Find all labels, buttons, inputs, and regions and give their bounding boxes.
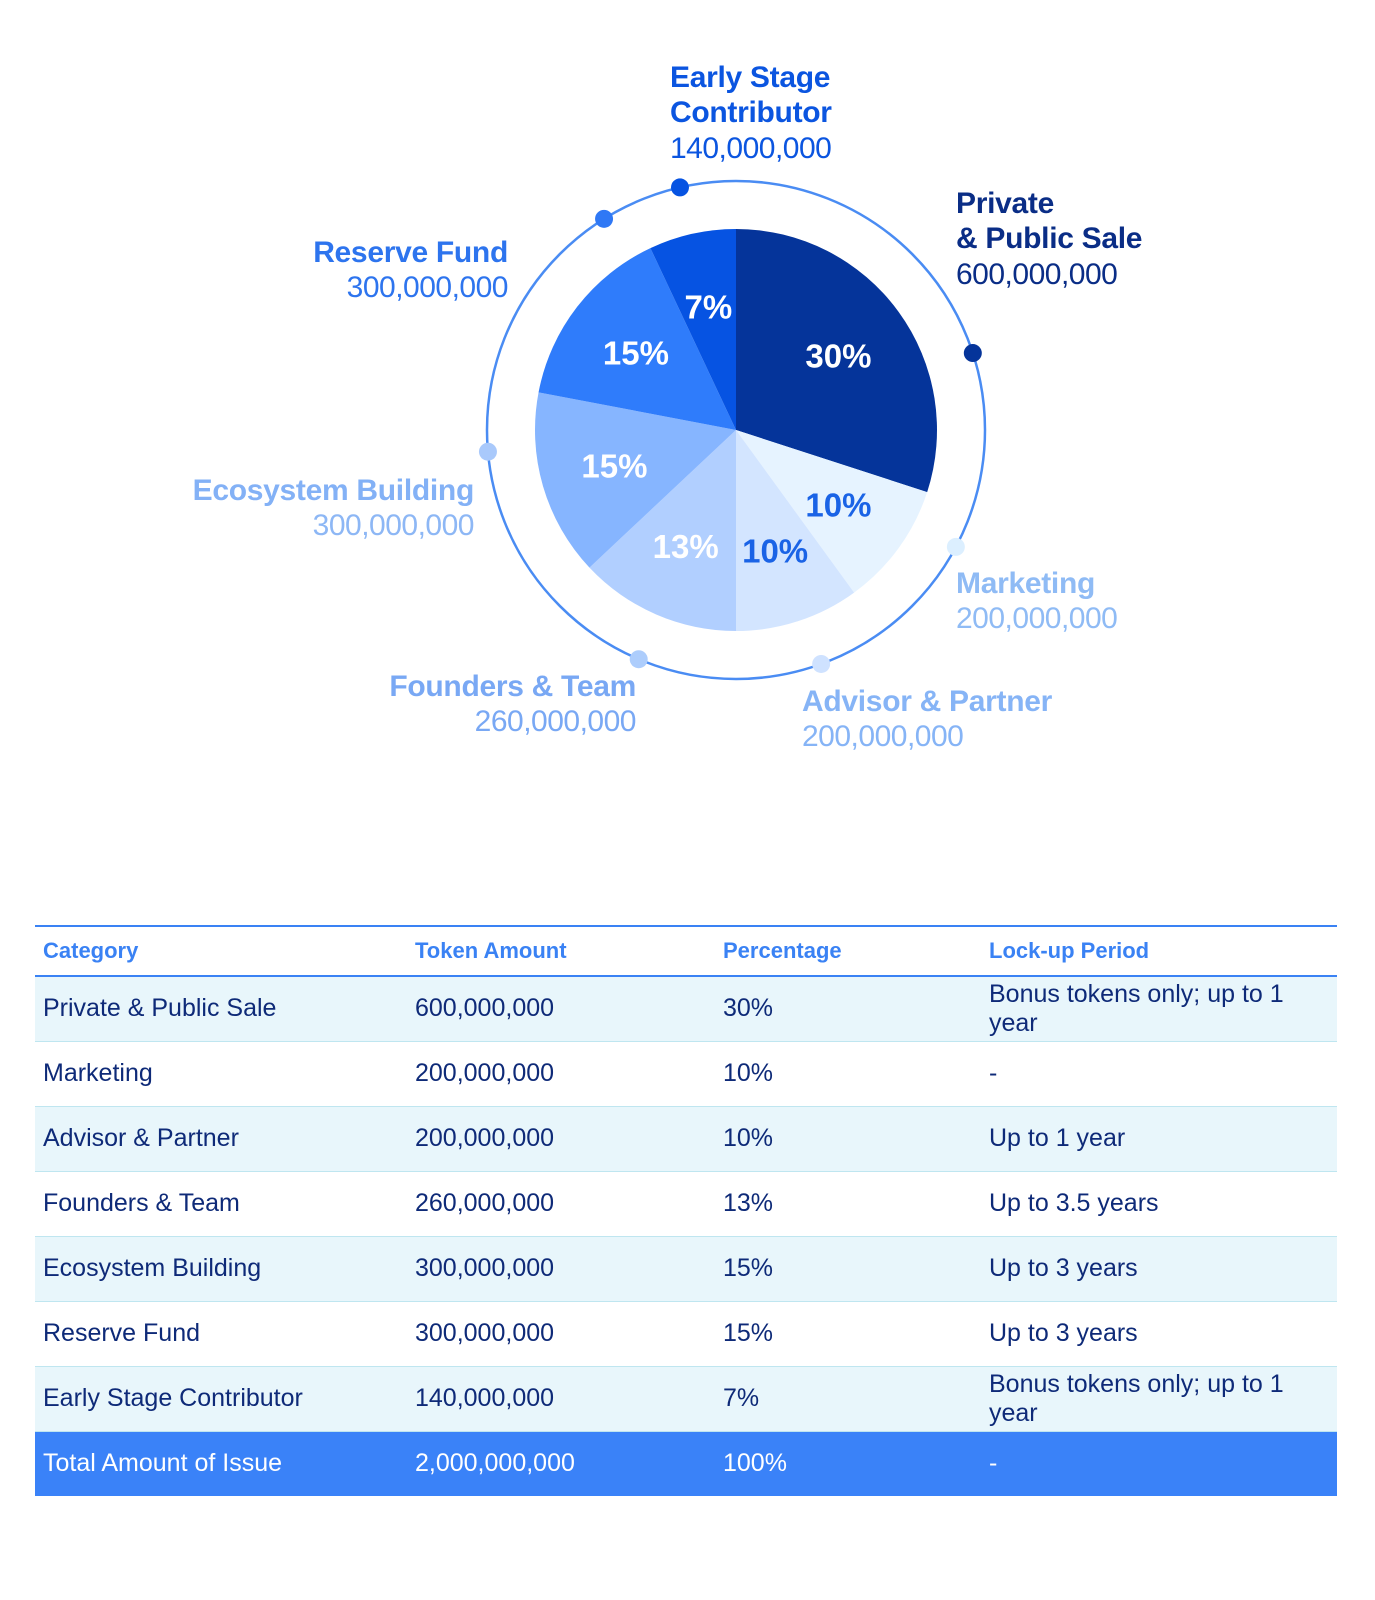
cell-category: Advisor & Partner [35, 1106, 407, 1172]
callout-value: 200,000,000 [802, 720, 964, 754]
cell-token-amount: 200,000,000 [407, 1041, 715, 1107]
cell-lockup: Up to 3 years [981, 1236, 1337, 1302]
slice-pct-label: 10% [742, 532, 808, 569]
header-percentage: Percentage [715, 925, 981, 977]
table-row: Marketing 200,000,000 10% - [35, 1041, 1337, 1107]
callout-advisor-partner: Advisor & Partner 200,000,000 [802, 684, 1052, 755]
cell-percentage: 7% [715, 1366, 981, 1432]
table-row: Reserve Fund 300,000,000 15% Up to 3 yea… [35, 1301, 1337, 1367]
callout-marketing: Marketing 200,000,000 [956, 566, 1118, 637]
slice-pct-label: 30% [805, 338, 871, 375]
callout-name: Advisor & Partner [802, 685, 1052, 718]
table-total-row: Total Amount of Issue 2,000,000,000 100%… [35, 1431, 1337, 1496]
ring-dot [946, 537, 965, 556]
callout-name: Ecosystem Building [192, 474, 475, 507]
callout-value: 300,000,000 [312, 509, 475, 543]
callout-value: 300,000,000 [346, 271, 509, 305]
pie-chart: 30% 10% 10% 13% 15% 15% 7% [478, 178, 987, 681]
cell-category: Private & Public Sale [35, 976, 407, 1042]
table-row: Private & Public Sale 600,000,000 30% Bo… [35, 976, 1337, 1042]
cell-percentage: 15% [715, 1236, 981, 1302]
callout-value: 260,000,000 [474, 705, 637, 739]
cell-token-amount: 260,000,000 [407, 1171, 715, 1237]
cell-category: Early Stage Contributor [35, 1366, 407, 1432]
outer-ring [485, 179, 987, 681]
header-token-amount: Token Amount [407, 925, 715, 977]
cell-percentage: 30% [715, 976, 981, 1042]
cell-percentage: 13% [715, 1171, 981, 1237]
slice-pct-label: 15% [581, 447, 647, 484]
cell-lockup: Bonus tokens only; up to 1 year [981, 976, 1337, 1042]
cell-percentage: 10% [715, 1041, 981, 1107]
ring-dot [595, 209, 614, 228]
table-row: Advisor & Partner 200,000,000 10% Up to … [35, 1106, 1337, 1172]
total-lockup: - [981, 1431, 1337, 1496]
pie-slice-ecosystem-building [535, 392, 736, 568]
slice-pct-label: 13% [653, 528, 719, 565]
cell-category: Marketing [35, 1041, 407, 1107]
cell-token-amount: 200,000,000 [407, 1106, 715, 1172]
pie-slice-reserve-fund [538, 248, 736, 430]
callout-value: 200,000,000 [956, 602, 1118, 636]
callout-name: Private & Public Sale [956, 187, 1143, 256]
callout-name: Founders & Team [389, 670, 636, 703]
cell-lockup: Up to 1 year [981, 1106, 1337, 1172]
allocation-table: Category Token Amount Percentage Lock-up… [35, 925, 1337, 1496]
cell-token-amount: 300,000,000 [407, 1301, 715, 1367]
cell-category: Ecosystem Building [35, 1236, 407, 1302]
cell-lockup: Up to 3.5 years [981, 1171, 1337, 1237]
callout-name: Early Stage Contributor [670, 61, 832, 130]
ring-dot [478, 442, 497, 461]
table-row: Early Stage Contributor 140,000,000 7% B… [35, 1366, 1337, 1432]
callout-value: 140,000,000 [670, 131, 832, 165]
slice-pct-label: 10% [805, 486, 871, 523]
table-row: Founders & Team 260,000,000 13% Up to 3.… [35, 1171, 1337, 1237]
slice-pct-label: 7% [685, 288, 733, 325]
total-token-amount: 2,000,000,000 [407, 1431, 715, 1496]
callout-name: Reserve Fund [313, 236, 508, 269]
cell-percentage: 10% [715, 1106, 981, 1172]
header-lockup-period: Lock-up Period [981, 925, 1337, 977]
callout-founders-team: Founders & Team 260,000,000 [389, 669, 636, 740]
pie-slice-marketing [736, 430, 928, 593]
pie-slice-founders-team [589, 430, 736, 631]
table-row: Ecosystem Building 300,000,000 15% Up to… [35, 1236, 1337, 1302]
slice-pct-label: 15% [603, 334, 669, 371]
table-header-row: Category Token Amount Percentage Lock-up… [35, 925, 1337, 977]
callout-private-public-sale: Private & Public Sale 600,000,000 [956, 186, 1142, 292]
cell-lockup: Bonus tokens only; up to 1 year [981, 1366, 1337, 1432]
pie-slice-advisor-partner [736, 430, 855, 631]
cell-token-amount: 300,000,000 [407, 1236, 715, 1302]
callout-name: Marketing [956, 567, 1095, 600]
callout-early-stage-contributor: Early Stage Contributor 140,000,000 [670, 60, 832, 166]
callout-value: 600,000,000 [956, 257, 1118, 291]
total-category: Total Amount of Issue [35, 1431, 407, 1496]
cell-category: Reserve Fund [35, 1301, 407, 1367]
total-percentage: 100% [715, 1431, 981, 1496]
cell-percentage: 15% [715, 1301, 981, 1367]
callout-reserve-fund: Reserve Fund 300,000,000 [313, 235, 508, 306]
callout-ecosystem-building: Ecosystem Building 300,000,000 [192, 473, 475, 544]
ring-dot [629, 650, 648, 669]
cell-token-amount: 600,000,000 [407, 976, 715, 1042]
header-category: Category [35, 925, 407, 977]
cell-lockup: Up to 3 years [981, 1301, 1337, 1367]
ring-dot [670, 178, 689, 197]
ring-dot [812, 654, 831, 673]
cell-token-amount: 140,000,000 [407, 1366, 715, 1432]
token-allocation-chart: 30% 10% 10% 13% 15% 15% 7% Private & Public Sa… [192, 60, 1143, 755]
pie-slice-private-public-sale [736, 229, 937, 493]
cell-category: Founders & Team [35, 1171, 407, 1237]
cell-lockup: - [981, 1041, 1337, 1107]
ring-dot [963, 344, 982, 363]
pie-slice-early-stage-contributor [650, 229, 736, 430]
